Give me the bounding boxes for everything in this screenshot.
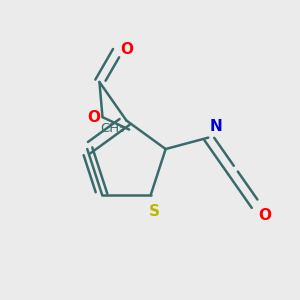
Text: O: O <box>258 208 271 223</box>
Text: S: S <box>149 204 160 219</box>
Text: N: N <box>210 119 223 134</box>
Text: O: O <box>121 42 134 57</box>
Text: CH₃: CH₃ <box>100 122 125 135</box>
Text: O: O <box>87 110 100 125</box>
